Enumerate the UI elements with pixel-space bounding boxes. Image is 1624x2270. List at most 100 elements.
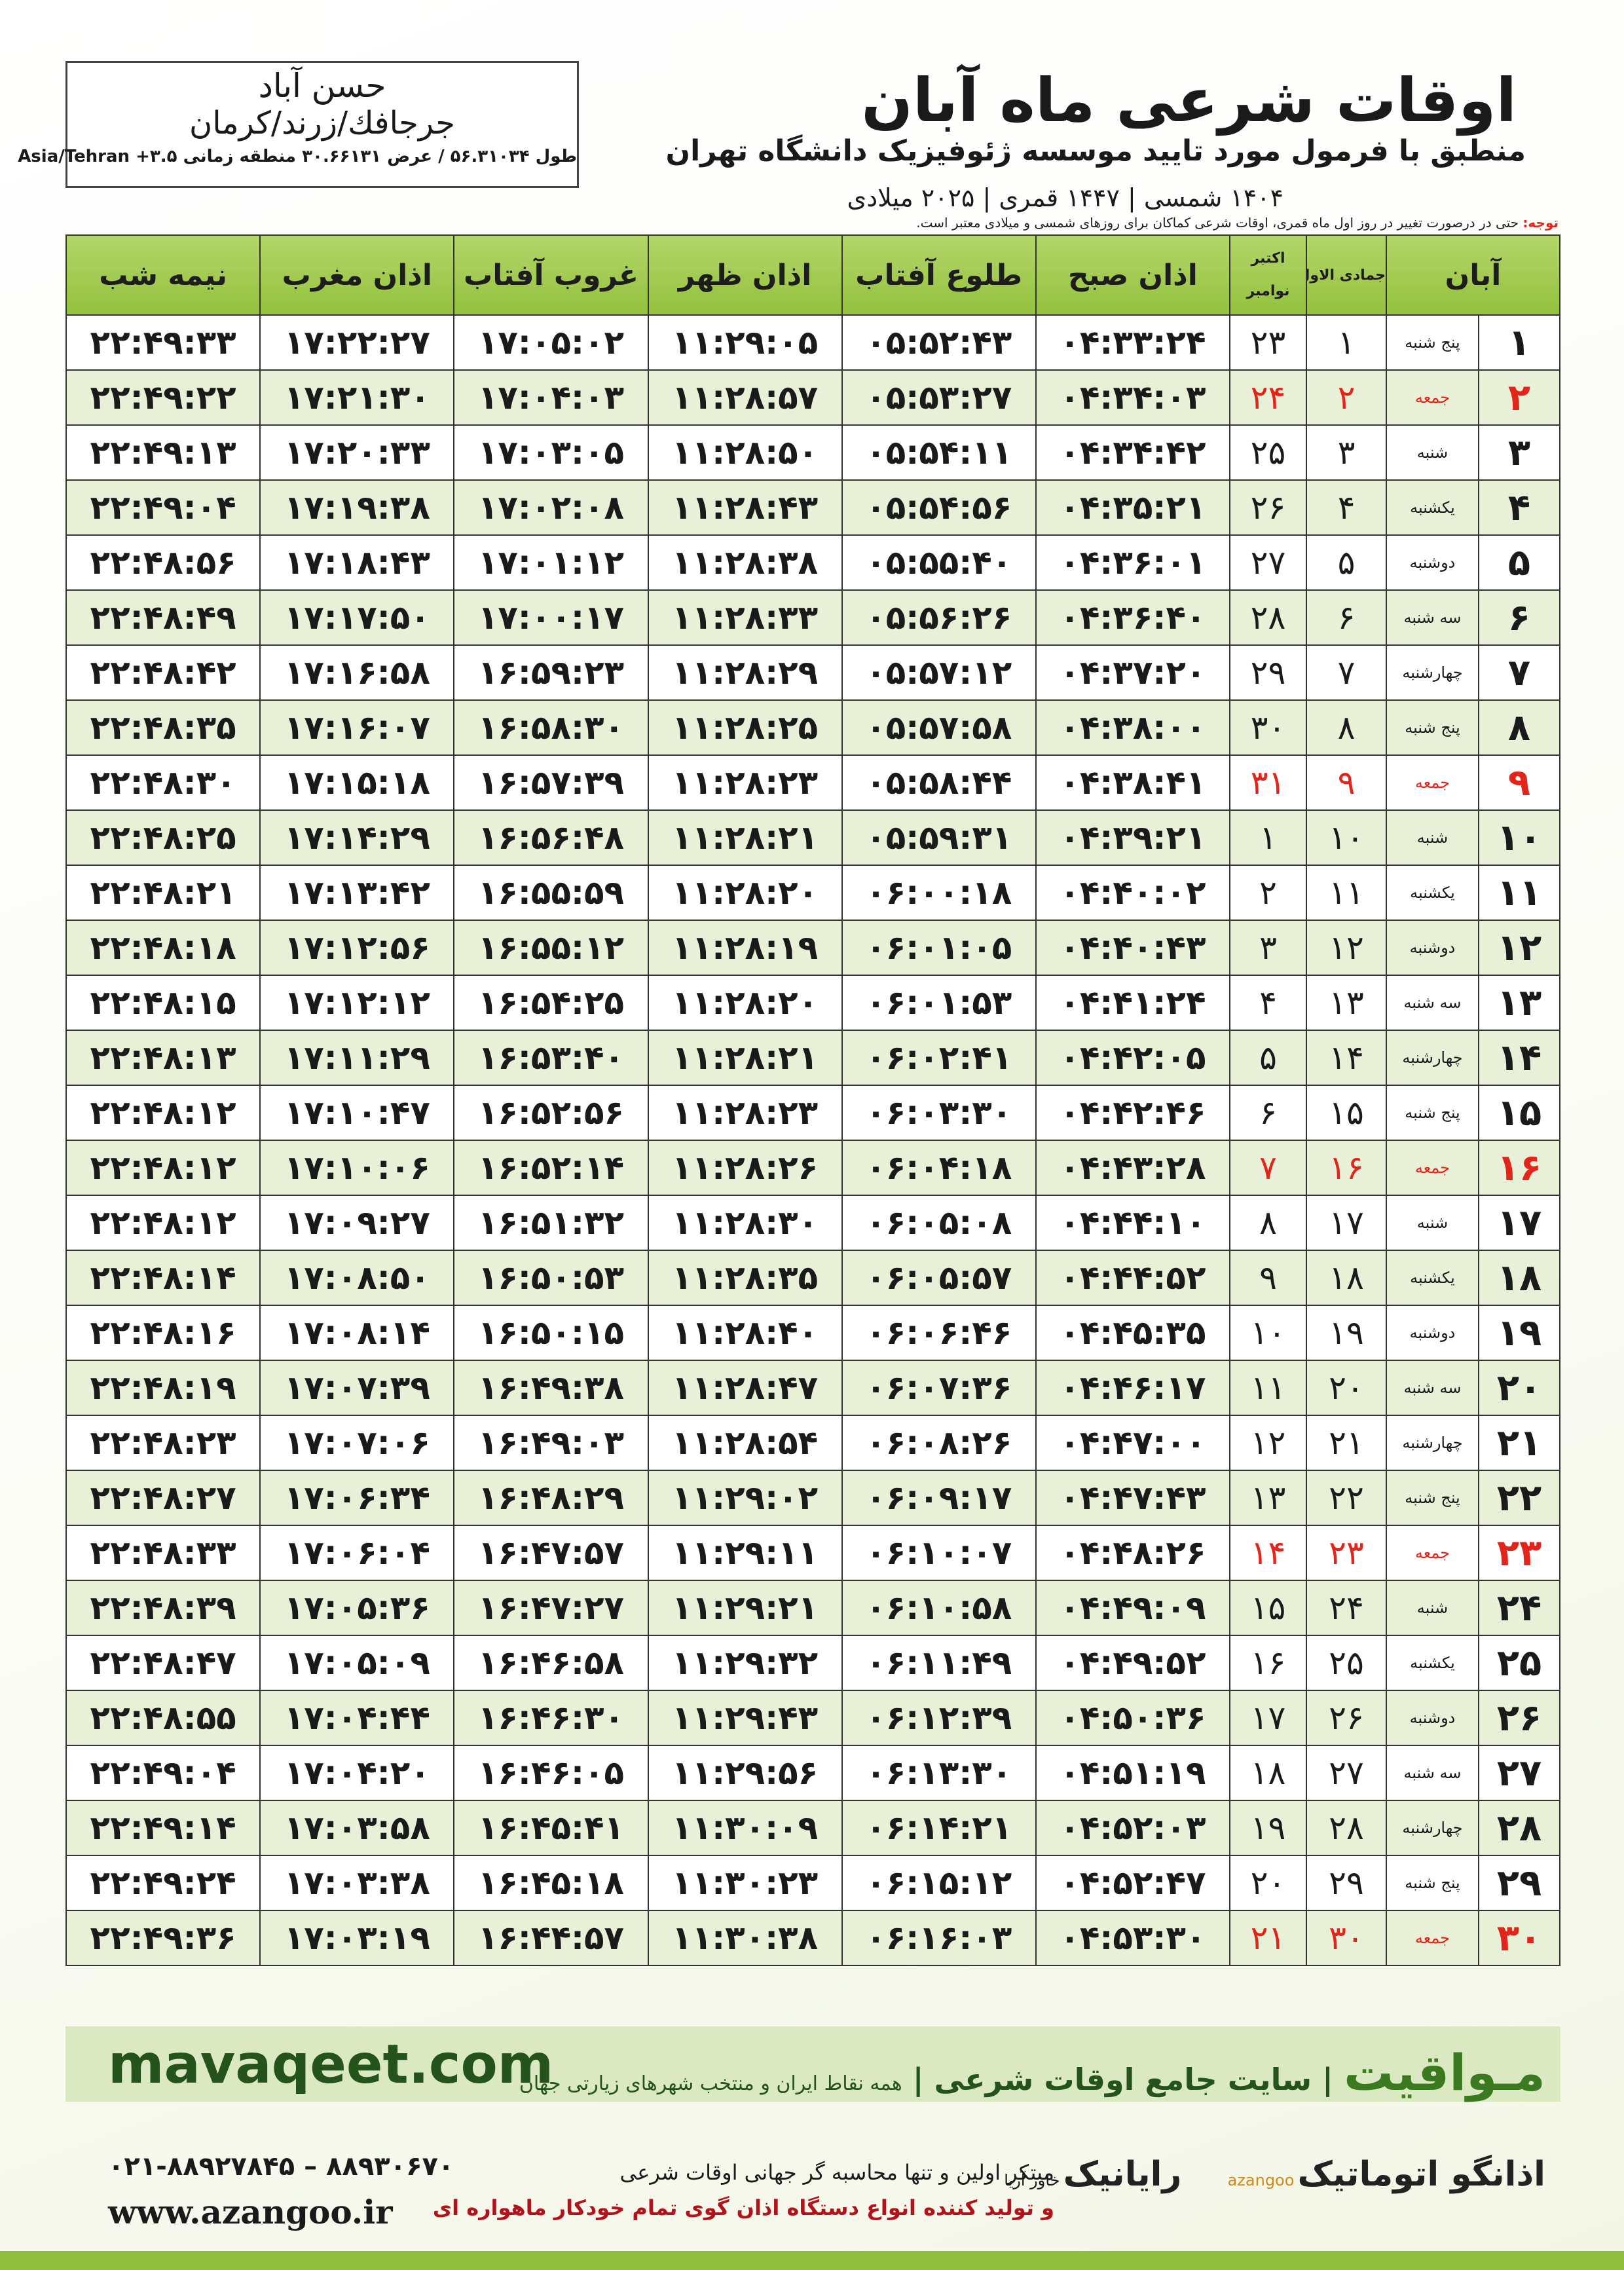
miladi-day: ۱۶ <box>1229 1635 1307 1691</box>
time: ۱۱:۲۹:۱۱ <box>647 1525 843 1581</box>
time: ۰۶:۰۵:۵۷ <box>841 1250 1037 1306</box>
qamari-day: ۵ <box>1306 534 1387 591</box>
time: ۱۷:۰۸:۵۰ <box>259 1250 455 1306</box>
miladi-day: ۲۳ <box>1229 314 1307 371</box>
time: ۱۱:۲۹:۳۲ <box>647 1635 843 1691</box>
row: ۵ دوشنبه ۵ ۲۷ ۰۴:۳۶:۰۱ ۰۵:۵۵:۴۰ ۱۱:۲۸:۳۸ ۱۷:۰۱:… <box>65 534 1560 591</box>
time: ۱۶:۵۸:۳۰ <box>453 699 649 756</box>
time: ۰۴:۴۳:۲۸ <box>1035 1140 1231 1196</box>
weekday: جمعه <box>1386 1910 1479 1966</box>
miladi-day: ۲۵ <box>1229 424 1307 481</box>
time: ۱۱:۲۸:۳۸ <box>647 534 843 591</box>
qamari-day: ۷ <box>1306 644 1387 701</box>
qamari-day: ۱۷ <box>1306 1195 1387 1251</box>
time: ۰۶:۰۸:۲۶ <box>841 1415 1037 1471</box>
row: ۶ سه شنبه ۶ ۲۸ ۰۴:۳۶:۴۰ ۰۵:۵۶:۲۶ ۱۱:۲۸:۳۳ ۱۷:۰۰… <box>65 589 1560 646</box>
weekday: پنج شنبه <box>1386 1855 1479 1911</box>
time: ۲۲:۴۸:۲۳ <box>65 1415 261 1471</box>
day-number: ۶ <box>1478 589 1560 646</box>
row: ۳ شنبه ۳ ۲۵ ۰۴:۳۴:۴۲ ۰۵:۵۴:۱۱ ۱۱:۲۸:۵۰ ۱۷:۰۳:۰۵… <box>65 424 1560 481</box>
time: ۱۱:۲۹:۰۵ <box>647 314 843 371</box>
qamari-day: ۲۰ <box>1306 1360 1387 1416</box>
qamari-day: ۸ <box>1306 699 1387 756</box>
time: ۰۴:۵۱:۱۹ <box>1035 1745 1231 1801</box>
time: ۰۴:۴۴:۱۰ <box>1035 1195 1231 1251</box>
time: ۱۱:۲۹:۲۱ <box>647 1580 843 1636</box>
time: ۰۴:۳۵:۲۱ <box>1035 479 1231 536</box>
miladi-day: ۵ <box>1229 1030 1307 1086</box>
miladi-day: ۱۹ <box>1229 1800 1307 1856</box>
time: ۱۷:۰۵:۰۲ <box>453 314 649 371</box>
time: ۱۱:۲۸:۳۵ <box>647 1250 843 1306</box>
time: ۱۷:۱۲:۵۶ <box>259 920 455 976</box>
site-url[interactable]: mavaqeet.com <box>108 2034 554 2096</box>
time: ۲۲:۴۸:۳۰ <box>65 754 261 811</box>
time: ۱۷:۰۷:۳۹ <box>259 1360 455 1416</box>
row: ۱۶ جمعه ۱۶ ۷ ۰۴:۴۳:۲۸ ۰۶:۰۴:۱۸ ۱۱:۲۸:۲۶ ۱۶:۵۲:۱… <box>65 1140 1560 1196</box>
row: ۲۶ دوشنبه ۲۶ ۱۷ ۰۴:۵۰:۳۶ ۰۶:۱۲:۳۹ ۱۱:۲۹:۴۳ ۱۶:۴… <box>65 1690 1560 1746</box>
qamari-day: ۱ <box>1306 314 1387 371</box>
weekday: جمعه <box>1386 1140 1479 1196</box>
col-header: اکتبر نوامبر <box>1229 234 1307 316</box>
time: ۱۶:۵۰:۱۵ <box>453 1305 649 1361</box>
time: ۰۴:۵۲:۴۷ <box>1035 1855 1231 1911</box>
time: ۲۲:۴۸:۳۳ <box>65 1525 261 1581</box>
weekday: دوشنبه <box>1386 920 1479 976</box>
coords: طول ۵۶.۳۱۰۳۴ / عرض ۳۰.۶۶۱۳۱ منطقه زمانی … <box>18 147 577 166</box>
line: و تولید کننده انواع دستگاه اذان گوی تمام… <box>432 2195 1054 2220</box>
coverage: همه نقاط ایران و منتخب شهرهای زیارتی جها… <box>519 2072 902 2095</box>
time: ۱۶:۴۹:۰۳ <box>453 1415 649 1471</box>
time: ۱۱:۲۸:۲۱ <box>647 1030 843 1086</box>
time: ۱۱:۲۸:۲۱ <box>647 809 843 866</box>
qamari-day: ۱۶ <box>1306 1140 1387 1196</box>
time: ۱۶:۵۴:۲۵ <box>453 975 649 1031</box>
qamari-day: ۲۸ <box>1306 1800 1387 1856</box>
time: ۲۲:۴۹:۰۴ <box>65 479 261 536</box>
subtitle: منطبق با فرمول مورد تایید موسسه ژئوفیزیک… <box>665 134 1526 168</box>
day-number: ۲۳ <box>1478 1525 1560 1581</box>
time: ۱۶:۴۹:۳۸ <box>453 1360 649 1416</box>
time: ۱۷:۱۹:۳۸ <box>259 479 455 536</box>
weekday: سه شنبه <box>1386 1360 1479 1416</box>
time: ۰۴:۵۳:۳۰ <box>1035 1910 1231 1966</box>
time: ۱۱:۲۸:۵۴ <box>647 1415 843 1471</box>
miladi-day: ۲۶ <box>1229 479 1307 536</box>
time: ۰۶:۱۳:۳۰ <box>841 1745 1037 1801</box>
row: ۲۱ چهارشنبه ۲۱ ۱۲ ۰۴:۴۷:۰۰ ۰۶:۰۸:۲۶ ۱۱:۲۸:۵۴ ۱۶… <box>65 1415 1560 1471</box>
time: ۱۷:۰۳:۰۵ <box>453 424 649 481</box>
time: ۱۷:۰۸:۱۴ <box>259 1305 455 1361</box>
qamari-day: ۲۳ <box>1306 1525 1387 1581</box>
web[interactable]: www.azangoo.ir <box>108 2193 393 2231</box>
weekday: سه شنبه <box>1386 1745 1479 1801</box>
weekday: شنبه <box>1386 1195 1479 1251</box>
miladi-day: ۲۷ <box>1229 534 1307 591</box>
weekday: یکشنبه <box>1386 865 1479 921</box>
time: ۱۱:۲۸:۵۷ <box>647 369 843 426</box>
title: اوقات شرعی ماه آبان <box>861 65 1517 136</box>
day-number: ۱۴ <box>1478 1030 1560 1086</box>
day-number: ۱ <box>1478 314 1560 371</box>
time: ۱۱:۲۸:۴۷ <box>647 1360 843 1416</box>
time: ۱۷:۰۴:۲۰ <box>259 1745 455 1801</box>
weekday: پنج شنبه <box>1386 699 1479 756</box>
col-header: غروب آفتاب <box>453 234 649 316</box>
day-number: ۳ <box>1478 424 1560 481</box>
row: ۲۲ پنج شنبه ۲۲ ۱۳ ۰۴:۴۷:۴۳ ۰۶:۰۹:۱۷ ۱۱:۲۹:۰۲ ۱۶… <box>65 1470 1560 1526</box>
time: ۱۶:۵۵:۵۹ <box>453 865 649 921</box>
time: ۲۲:۴۹:۳۳ <box>65 314 261 371</box>
time: ۱۷:۱۶:۵۸ <box>259 644 455 701</box>
time: ۱۶:۴۸:۲۹ <box>453 1470 649 1526</box>
row: ۲۴ شنبه ۲۴ ۱۵ ۰۴:۴۹:۰۹ ۰۶:۱۰:۵۸ ۱۱:۲۹:۲۱ ۱۶:۴۷:… <box>65 1580 1560 1636</box>
time: ۱۱:۲۸:۳۰ <box>647 1195 843 1251</box>
col-header: نیمه شب <box>65 234 261 316</box>
time: ۱۶:۵۶:۴۸ <box>453 809 649 866</box>
time: ۰۶:۰۵:۰۸ <box>841 1195 1037 1251</box>
bottom-bar <box>0 2251 1624 2270</box>
time: ۰۴:۴۷:۰۰ <box>1035 1415 1231 1471</box>
day-number: ۲۵ <box>1478 1635 1560 1691</box>
col-header: آبان <box>1386 234 1560 316</box>
time: ۱۷:۲۱:۳۰ <box>259 369 455 426</box>
time: ۱۷:۱۷:۵۰ <box>259 589 455 646</box>
day-number: ۹ <box>1478 754 1560 811</box>
time: ۱۱:۲۸:۲۶ <box>647 1140 843 1196</box>
